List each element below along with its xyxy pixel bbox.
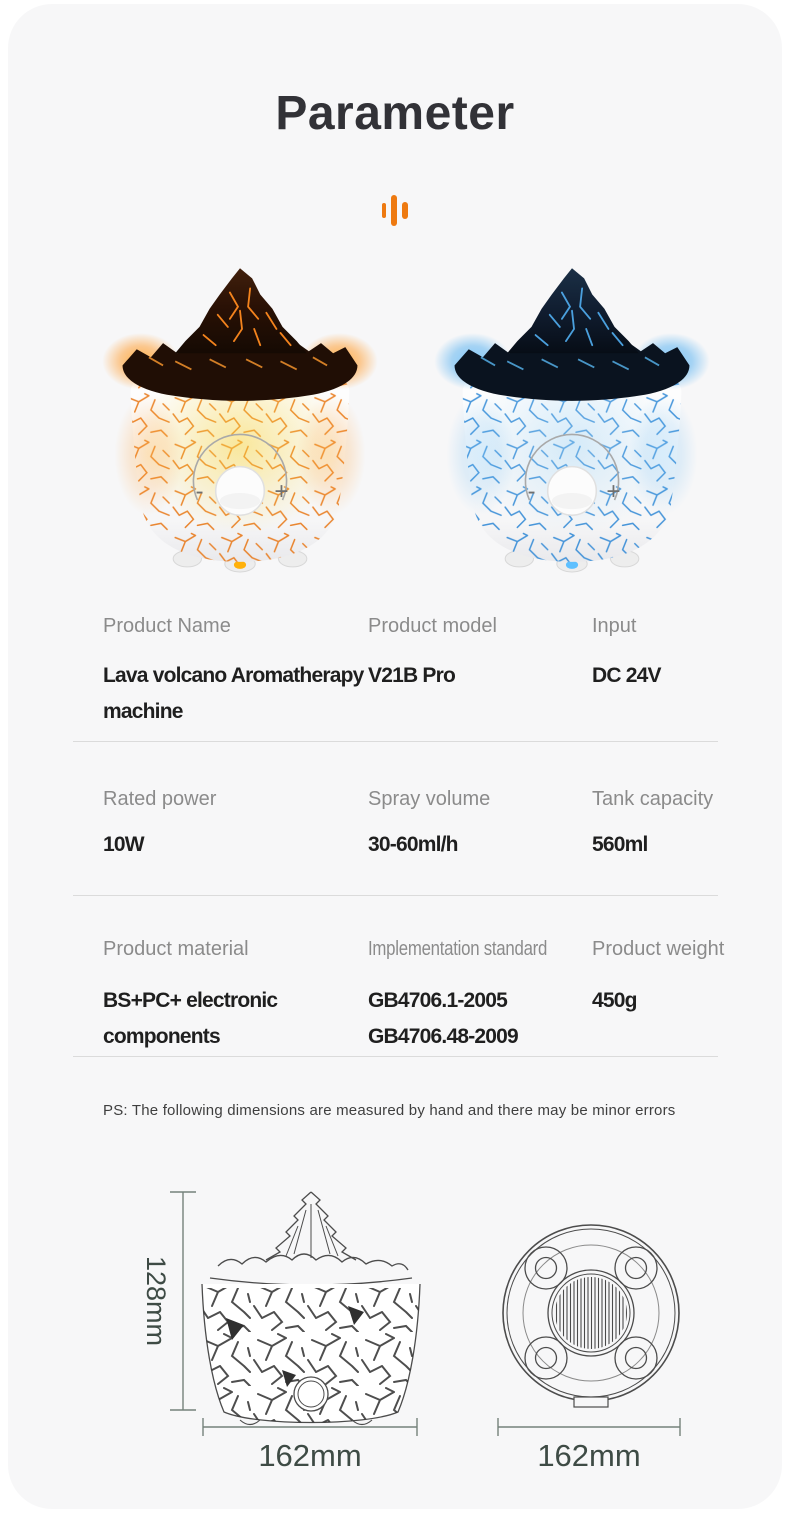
equalizer-bars-icon <box>0 190 790 230</box>
cone-pleats <box>285 1204 339 1258</box>
knob-inner <box>297 1380 325 1408</box>
spec-value: 10W <box>103 833 145 856</box>
spec-label: Spray volume <box>368 788 491 810</box>
spec-cell: Rated power 10W <box>103 785 383 863</box>
divider <box>73 1056 718 1057</box>
width-dimension-label: 162mm <box>258 1438 361 1473</box>
equalizer-bar-left <box>382 202 386 218</box>
spec-label: Input <box>592 615 637 637</box>
spec-value: V21B Pro <box>368 664 456 687</box>
equalizer-bar-right <box>402 201 408 219</box>
lava-cracks <box>202 287 292 347</box>
diameter-dimension-label: 162mm <box>537 1438 640 1473</box>
side-view-drawing <box>201 1191 421 1426</box>
divider <box>73 741 718 742</box>
control-knob: - + <box>192 433 289 517</box>
spec-label: Rated power <box>103 788 217 810</box>
spec-cell: Product Name Lava volcano Aromatherapy m… <box>103 612 383 730</box>
rubber-feet <box>524 1246 658 1380</box>
spec-label: Product weight <box>592 938 725 960</box>
spec-label: Implementation standard <box>368 938 548 960</box>
height-dimension-label: 128mm <box>141 1256 171 1346</box>
spec-cell: Product weight 450g <box>592 935 742 1019</box>
power-light <box>565 560 579 569</box>
bottom-view-dimensions <box>497 1418 681 1436</box>
spec-value: Lava volcano Aromatherapy machine <box>103 664 364 723</box>
cone-outline <box>265 1191 357 1261</box>
spec-cell: Input DC 24V <box>592 612 742 694</box>
volcano-rim <box>454 338 690 401</box>
bottom-view-drawing <box>502 1224 680 1408</box>
power-light <box>233 560 247 569</box>
feet-bumps <box>239 1419 373 1426</box>
base-plate-ring <box>522 1244 660 1382</box>
page-title: Parameter <box>275 87 515 140</box>
spec-label: Product model <box>368 615 497 637</box>
spec-cell: Spray volume 30-60ml/h <box>368 785 586 863</box>
knob-minus-label: - <box>527 478 535 505</box>
bottom-tab <box>573 1396 609 1408</box>
spec-value: 30-60ml/h <box>368 833 458 856</box>
diffuser-feet <box>172 550 308 573</box>
spec-label: Product Name <box>103 615 231 637</box>
product-photo-blue-diffuser: - + <box>434 268 710 573</box>
knob-plus-label: + <box>274 478 288 505</box>
spec-value: 450g <box>592 989 637 1012</box>
spec-cell: Product material BS+PC+ electronic compo… <box>103 935 383 1055</box>
side-view-dimensions <box>170 1191 418 1436</box>
product-photo-flame-diffuser: - + <box>102 268 378 573</box>
spec-cell: Implementation standard GB4706.1-2005 GB… <box>368 935 586 1055</box>
spec-value: BS+PC+ electronic components <box>103 989 278 1048</box>
knob-outline <box>293 1376 329 1412</box>
rim-line-upper <box>209 1277 413 1286</box>
volcano-cone <box>507 268 639 354</box>
volcano-cone <box>175 268 307 354</box>
lava-cracks <box>534 287 624 347</box>
control-knob: - + <box>524 433 621 517</box>
knob-plus-label: + <box>606 478 620 505</box>
spec-label: Product material <box>103 938 249 960</box>
spec-cell: Product model V21B Pro <box>368 612 586 694</box>
crown-edge <box>217 1253 409 1271</box>
knob-minus-label: - <box>195 478 203 505</box>
speaker-grille <box>547 1269 635 1357</box>
measurement-disclaimer: PS: The following dimensions are measure… <box>103 1102 676 1119</box>
spec-value: 560ml <box>592 833 648 856</box>
spec-value: DC 24V <box>592 664 662 687</box>
equalizer-bar-middle <box>391 194 397 226</box>
parameter-card <box>8 4 782 1509</box>
dimension-drawings: 128mm 162mm 162mm <box>141 1191 681 1473</box>
volcano-rim <box>122 338 358 401</box>
divider <box>73 895 718 896</box>
spec-cell: Tank capacity 560ml <box>592 785 742 863</box>
spec-value: GB4706.1-2005 GB4706.48-2009 <box>368 989 519 1048</box>
spec-label: Tank capacity <box>592 788 714 810</box>
